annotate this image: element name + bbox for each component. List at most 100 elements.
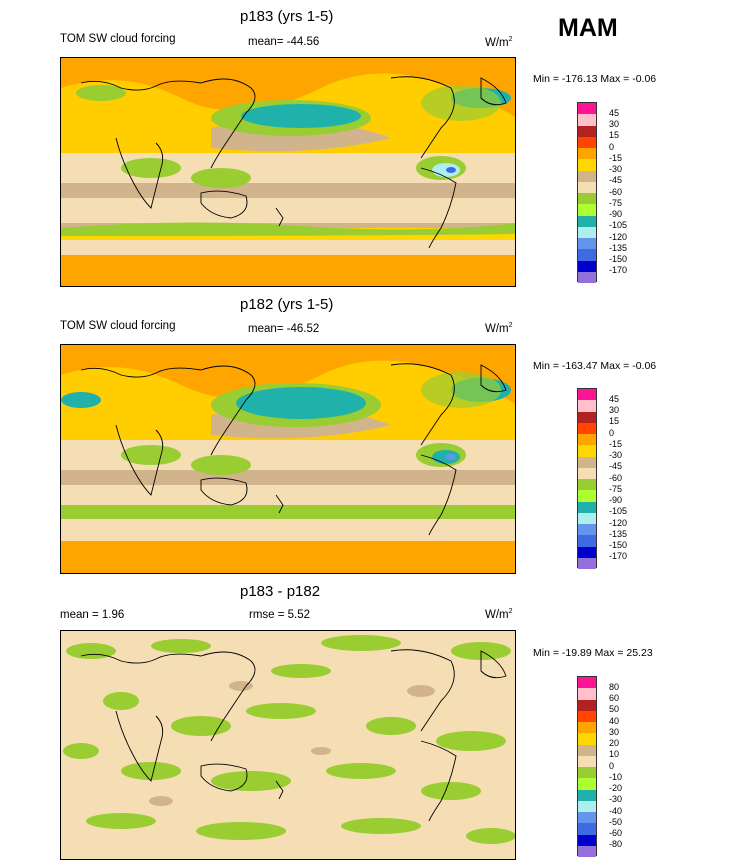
colorbar-swatch — [578, 125, 596, 137]
colorbar-tick-label: -90 — [609, 209, 623, 219]
colorbar-tick-label: -120 — [609, 231, 628, 242]
colorbar-swatch — [578, 744, 596, 756]
colorbar-tick-label: -45 — [609, 461, 623, 472]
colorbar-tick-label: -90 — [609, 495, 623, 505]
colorbar-swatch — [578, 512, 596, 524]
colorbar-swatch — [578, 501, 596, 513]
colorbar-swatch — [578, 114, 596, 126]
colorbar-swatch — [578, 834, 596, 846]
colorbar-tick-label: 15 — [609, 416, 620, 427]
colorbar-tick-label: -30 — [609, 164, 623, 174]
colorbar-swatch — [578, 148, 596, 160]
colorbar-swatch — [578, 226, 596, 238]
colorbar-swatch — [578, 778, 596, 790]
colorbar-swatch — [578, 136, 596, 148]
colorbar-swatch — [578, 215, 596, 227]
colorbar-tick-label: -105 — [609, 220, 628, 231]
colorbar-swatch — [578, 204, 596, 216]
colorbar-tick-label: 30 — [609, 405, 620, 415]
colorbar-tick-label: 0 — [609, 427, 615, 438]
panel-1-minmax: Min = -176.13 Max = -0.06 — [533, 73, 657, 85]
colorbar-swatch — [578, 411, 596, 423]
panel-2-mean: mean= -46.52 — [248, 323, 320, 335]
panel-2-left-label: TOM SW cloud forcing — [60, 320, 176, 332]
colorbar-tick-label: -30 — [609, 450, 623, 460]
panel-3-map — [60, 630, 516, 860]
panel-1-title: p183 (yrs 1-5) — [240, 8, 334, 25]
colorbar-tick-label: 80 — [609, 681, 620, 692]
colorbar-swatch — [578, 767, 596, 779]
colorbar-tick-label: -60 — [609, 472, 623, 483]
colorbar-swatch — [578, 823, 596, 835]
panel-2-map-svg — [61, 360, 515, 573]
colorbar-swatch — [578, 434, 596, 446]
colorbar-tick-label: -170 — [609, 265, 628, 276]
panel-2-units: W/m2 — [485, 322, 513, 335]
colorbar-tick-label: 45 — [609, 107, 620, 118]
panel-2-map — [60, 344, 516, 574]
panel-1-left-label: TOM SW cloud forcing — [60, 33, 176, 45]
colorbar-swatch — [578, 688, 596, 700]
colorbar-swatch — [578, 193, 596, 205]
season-label: MAM — [558, 14, 618, 42]
panel-1-map — [60, 57, 516, 287]
colorbar-tick-label: -75 — [609, 483, 623, 494]
panel-3-mean: mean = 1.96 — [60, 609, 125, 621]
colorbar-swatch — [578, 733, 596, 745]
colorbar-tick-label: 60 — [609, 693, 620, 703]
colorbar-swatch — [578, 546, 596, 558]
colorbar-tick-label: 0 — [609, 760, 615, 771]
colorbar-tick-label: 10 — [609, 749, 620, 760]
colorbar-swatch — [578, 103, 596, 115]
colorbar-tick-label: -135 — [609, 242, 628, 253]
colorbar-swatch — [578, 249, 596, 261]
colorbar-swatch — [578, 722, 596, 734]
colorbar-tick-label: -60 — [609, 828, 623, 838]
panel-3-title: p183 - p182 — [240, 583, 321, 600]
colorbar-swatch — [578, 400, 596, 412]
colorbar-swatch — [578, 490, 596, 502]
panel-3-minmax: Min = -19.89 Max = 25.23 — [533, 647, 653, 659]
colorbar-tick-label: -10 — [609, 771, 623, 782]
panel-3-units: W/m2 — [485, 608, 513, 621]
colorbar-tick-label: -15 — [609, 152, 623, 163]
colorbar-tick-label: 0 — [609, 141, 615, 152]
colorbar-swatch — [578, 800, 596, 812]
colorbar-swatch — [578, 535, 596, 547]
colorbar-swatch — [578, 677, 596, 689]
panel-2-title: p182 (yrs 1-5) — [240, 296, 334, 313]
colorbar-tick-label: 30 — [609, 726, 620, 737]
colorbar-swatch — [578, 467, 596, 479]
colorbar-swatch — [578, 422, 596, 434]
colorbar-swatch — [578, 181, 596, 193]
colorbar-tick-label: -40 — [609, 805, 623, 816]
colorbar-tick-label: -75 — [609, 197, 623, 208]
colorbar-swatch — [578, 789, 596, 801]
colorbar-tick-label: -50 — [609, 816, 623, 827]
colorbar-swatch — [578, 271, 596, 283]
panel-1-units: W/m2 — [485, 36, 513, 49]
colorbar-tick-label: -45 — [609, 175, 623, 186]
colorbar-swatch — [578, 845, 596, 857]
colorbar-swatch — [578, 159, 596, 171]
colorbar-swatch — [578, 260, 596, 272]
colorbar-tick-label: -30 — [609, 794, 623, 805]
colorbar-tick-label: 30 — [609, 119, 620, 129]
colorbar-tick-label: -80 — [609, 839, 623, 850]
colorbar-swatch — [578, 812, 596, 824]
colorbar-tick-label: -105 — [609, 506, 628, 517]
colorbar-swatch — [578, 456, 596, 468]
colorbar-tick-label: 40 — [609, 715, 620, 726]
colorbar-tick-label: 20 — [609, 738, 620, 748]
colorbar-swatch — [578, 389, 596, 401]
colorbar-swatch — [578, 755, 596, 767]
colorbar-tick-label: -135 — [609, 528, 628, 539]
colorbar-tick-label: -170 — [609, 551, 628, 562]
panel-2-minmax: Min = -163.47 Max = -0.06 — [533, 360, 657, 372]
colorbar-swatch — [578, 445, 596, 457]
colorbar-tick-label: -60 — [609, 186, 623, 197]
colorbar-swatch — [578, 557, 596, 569]
colorbar-tick-label: -150 — [609, 254, 628, 264]
panel-1-mean: mean= -44.56 — [248, 36, 320, 48]
colorbar-swatch — [578, 710, 596, 722]
